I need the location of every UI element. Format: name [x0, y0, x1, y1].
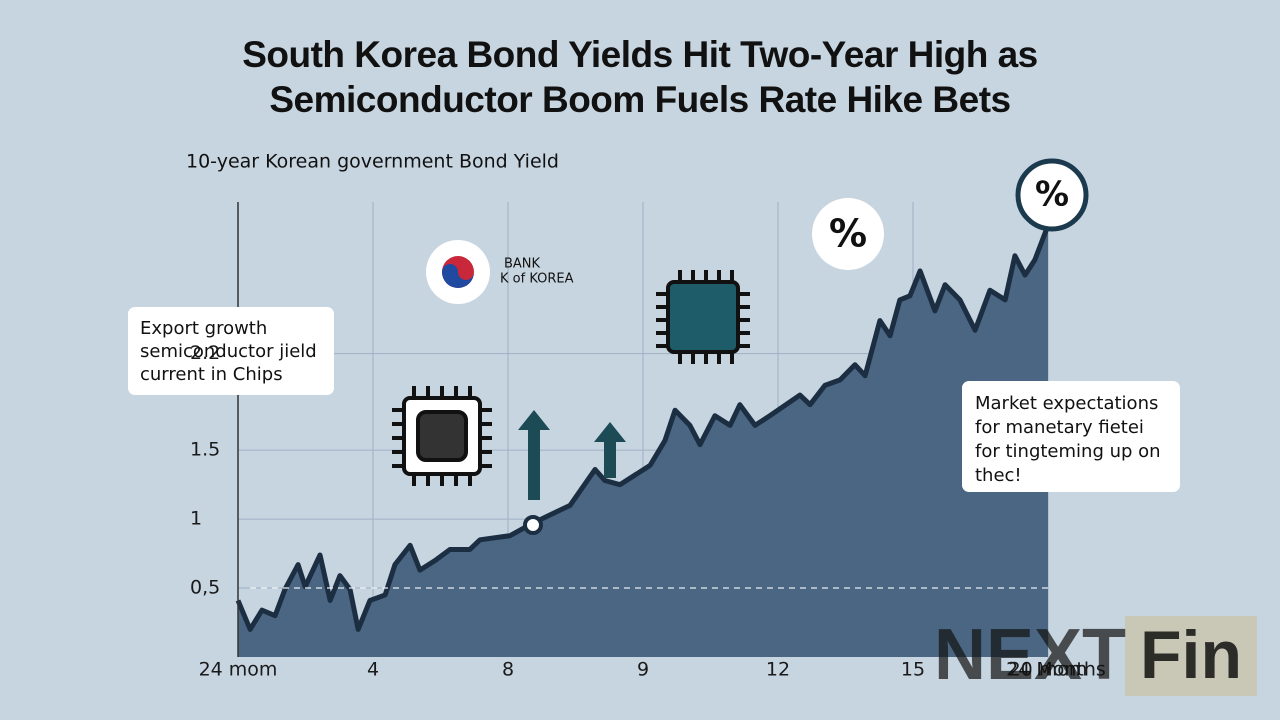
x-tick-label: 15 [901, 659, 925, 681]
flag-circle [442, 264, 474, 288]
x-tick-label: 9 [637, 659, 649, 681]
plot-area [235, 202, 1051, 657]
y-tick-label: 1 [190, 508, 202, 530]
arrow-up [594, 422, 626, 478]
chip-icon [656, 270, 750, 364]
note-box [962, 381, 1180, 492]
chip-icon [392, 386, 492, 486]
highlight-marker [523, 515, 543, 535]
y-tick-label: 1.5 [190, 439, 220, 461]
note-box [128, 307, 334, 395]
note-text: current in Chips [140, 364, 283, 385]
bank-label: BANK [504, 257, 541, 272]
line [235, 224, 1051, 632]
note-text: thec! [975, 465, 1022, 486]
note-text: for tingteming up on [975, 441, 1161, 462]
decorations [128, 158, 1180, 500]
percent-label: % [829, 212, 867, 256]
x-tick-label: 24 mom [199, 659, 278, 681]
area [238, 225, 1048, 657]
x-tick-label: 4 [367, 659, 379, 681]
percent-icon [812, 198, 884, 270]
note-text: for manetary fietei [975, 417, 1144, 438]
watermark: NEXT [934, 615, 1126, 695]
y-tick-label: 2.2 [190, 342, 220, 364]
note-text: Market expectations [975, 393, 1158, 414]
x-tick-label: 12 [766, 659, 790, 681]
y-tick-label: 0,5 [190, 577, 220, 599]
note-text: Export growth [140, 318, 267, 339]
chart-subtitle: 10-year Korean government Bond Yield [186, 151, 559, 173]
x-tick-label: 20 mom [1009, 659, 1088, 681]
percent-icon [1015, 158, 1089, 232]
bank-label: K of KOREA [500, 272, 574, 287]
x-axis-note: 24 Months [1006, 659, 1106, 681]
chart-title: South Korea Bond Yields Hit Two-Year Hig… [242, 34, 1038, 75]
watermark: Fin [1140, 617, 1242, 693]
note-text: semiconductor jield [140, 341, 317, 362]
x-tick-label: 8 [502, 659, 514, 681]
percent-label: % [1035, 175, 1069, 215]
arrow-up [518, 410, 550, 500]
watermark-box [1125, 616, 1257, 696]
chart-title: Semiconductor Boom Fuels Rate Hike Bets [269, 79, 1010, 120]
